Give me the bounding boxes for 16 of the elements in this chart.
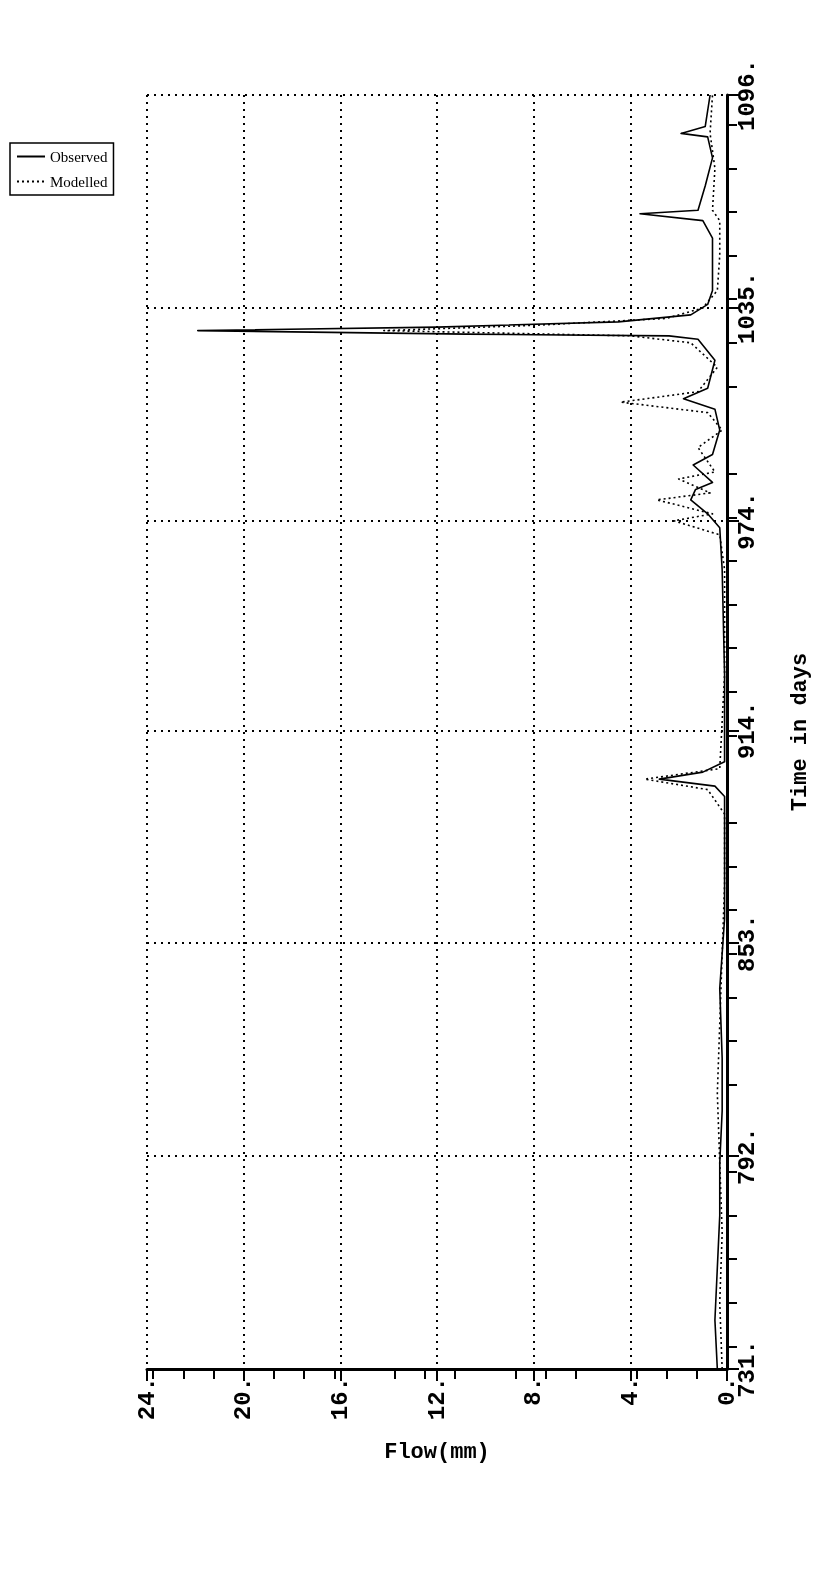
y-tick-label: 974. [733,492,761,550]
legend-label: Observed [50,148,108,165]
x-tick-label: 16. [326,1377,354,1421]
y-tick-label: 1035. [733,271,761,344]
x-tick-label: 4. [616,1377,644,1406]
legend-label: Modelled [50,173,108,190]
y-tick-label: 792. [733,1127,761,1185]
y-axis-title: Time in days [787,652,813,812]
x-axis-title: Flow(mm) [384,1439,490,1465]
x-tick-label: 24. [133,1377,161,1421]
x-tick-label: 12. [423,1377,451,1421]
x-tick-label: 8. [520,1377,548,1406]
y-tick-label: 853. [733,914,761,972]
y-tick-label: 914. [733,701,761,760]
y-tick-label: 1096. [733,58,761,132]
x-tick-label: 20. [230,1377,258,1421]
